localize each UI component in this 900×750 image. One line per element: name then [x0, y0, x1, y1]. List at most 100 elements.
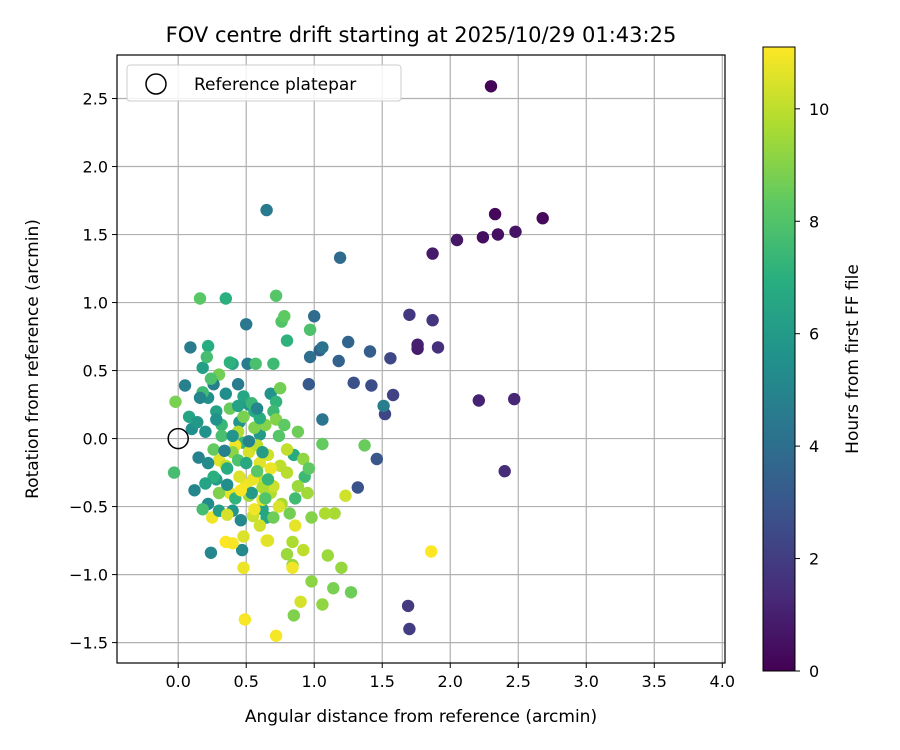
scatter-point: [321, 549, 334, 562]
scatter-point: [240, 318, 253, 331]
scatter-point: [199, 425, 212, 438]
scatter-point: [316, 598, 329, 611]
scatter-point: [286, 561, 299, 574]
scatter-point: [242, 435, 256, 448]
x-tick-label: 2.0: [438, 672, 463, 691]
scatter-point: [426, 247, 439, 260]
scatter-point: [283, 507, 296, 520]
scatter-point: [411, 338, 424, 351]
legend: Reference platepar: [126, 64, 402, 102]
scatter-point: [237, 390, 250, 403]
scatter-point: [242, 446, 256, 459]
scatter-point: [498, 465, 511, 478]
scatter-point: [207, 443, 220, 456]
scatter-point: [318, 507, 332, 520]
scatter-point: [191, 416, 204, 429]
x-tick-label: 3.5: [642, 672, 667, 691]
scatter-point: [204, 372, 218, 385]
scatter-point: [401, 599, 415, 613]
y-tick-label: 1.5: [83, 226, 108, 245]
scatter-point: [333, 251, 347, 264]
scatter-point: [286, 535, 299, 549]
scatter-point: [226, 537, 239, 550]
scatter-point: [509, 225, 522, 238]
scatter-point: [264, 462, 277, 475]
scatter-point: [301, 486, 314, 500]
scatter-point: [403, 622, 416, 636]
scatter-point: [269, 289, 283, 302]
scatter-point: [248, 421, 261, 434]
scatter-point: [192, 451, 205, 464]
scatter-point: [347, 376, 360, 389]
reference-platepar-marker: [167, 427, 189, 450]
scatter-point: [221, 478, 234, 491]
x-tick-label: 3.0: [574, 672, 599, 691]
x-axis-label: Angular distance from reference (arcmin): [245, 707, 597, 727]
scatter-point: [316, 437, 329, 451]
colorbar: 0 2 4 6 8 10 Hours from first FF file: [762, 46, 863, 681]
scatter-point: [386, 388, 400, 402]
scatter-point: [200, 350, 213, 364]
scatter-point: [303, 350, 317, 364]
scatter-point: [291, 480, 305, 493]
scatter-point: [267, 511, 280, 524]
x-tick-label: 1.5: [370, 672, 395, 691]
scatter-point: [233, 470, 246, 483]
y-tick-label: 0.0: [83, 430, 108, 449]
scatter-point: [245, 486, 258, 500]
scatter-point: [267, 357, 280, 370]
scatter-point: [234, 484, 247, 497]
scatter-point: [335, 561, 348, 574]
colorbar-tick-label: 4: [809, 437, 819, 456]
scatter-point: [221, 462, 234, 475]
y-axis-ticks: −1.5 −1.0 −0.5 0.0 0.5 1.0 1.5 2.0 2.5: [69, 90, 117, 653]
y-tick-label: 0.5: [83, 362, 108, 381]
colorbar-ticks: 0 2 4 6 8 10: [795, 100, 829, 681]
scatter-point: [536, 212, 549, 225]
scatter-point: [237, 410, 250, 423]
y-tick-label: −1.0: [69, 566, 108, 585]
scatter-point: [316, 413, 329, 426]
scatter-point: [250, 465, 264, 478]
scatter-point: [261, 534, 275, 547]
legend-label-reference-platepar: Reference platepar: [194, 75, 356, 95]
x-tick-label: 0.5: [233, 672, 258, 691]
scatter-point: [305, 511, 318, 524]
scatter-point: [259, 492, 272, 505]
scatter-point: [403, 308, 416, 321]
y-tick-label: −0.5: [69, 498, 108, 517]
y-tick-label: −1.5: [69, 634, 108, 653]
y-tick-label: 1.0: [83, 294, 108, 313]
y-axis-label: Rotation from reference (arcmin): [23, 219, 43, 499]
legend-box: [126, 64, 402, 102]
scatter-point: [488, 207, 502, 221]
y-tick-label: 2.0: [83, 158, 108, 177]
scatter-point: [207, 470, 220, 483]
scatter-point: [193, 391, 207, 404]
scatter-point: [289, 519, 302, 532]
scatter-point: [327, 582, 340, 595]
scatter-point: [305, 575, 318, 588]
scatter-point: [332, 354, 345, 368]
scatter-point: [234, 514, 247, 527]
x-tick-label: 0.0: [165, 672, 190, 691]
scatter-point: [302, 378, 315, 391]
scatter-point: [384, 352, 397, 365]
scatter-point: [269, 395, 283, 408]
scatter-point: [178, 379, 192, 392]
colorbar-tick-label: 2: [809, 550, 819, 569]
chart-title: FOV centre drift starting at 2025/10/29 …: [166, 23, 677, 47]
scatter-point: [250, 402, 264, 415]
scatter-point: [226, 429, 239, 443]
scatter-point: [363, 345, 377, 358]
scatter-point: [223, 356, 237, 369]
scatter-point: [289, 492, 302, 505]
y-tick-label: 2.5: [83, 90, 108, 109]
scatter-point: [260, 203, 273, 217]
x-tick-label: 1.0: [301, 672, 326, 691]
scatter-point: [219, 387, 232, 400]
scatter-point: [278, 310, 291, 323]
scatter-point: [253, 519, 266, 532]
scatter-point: [342, 335, 355, 349]
